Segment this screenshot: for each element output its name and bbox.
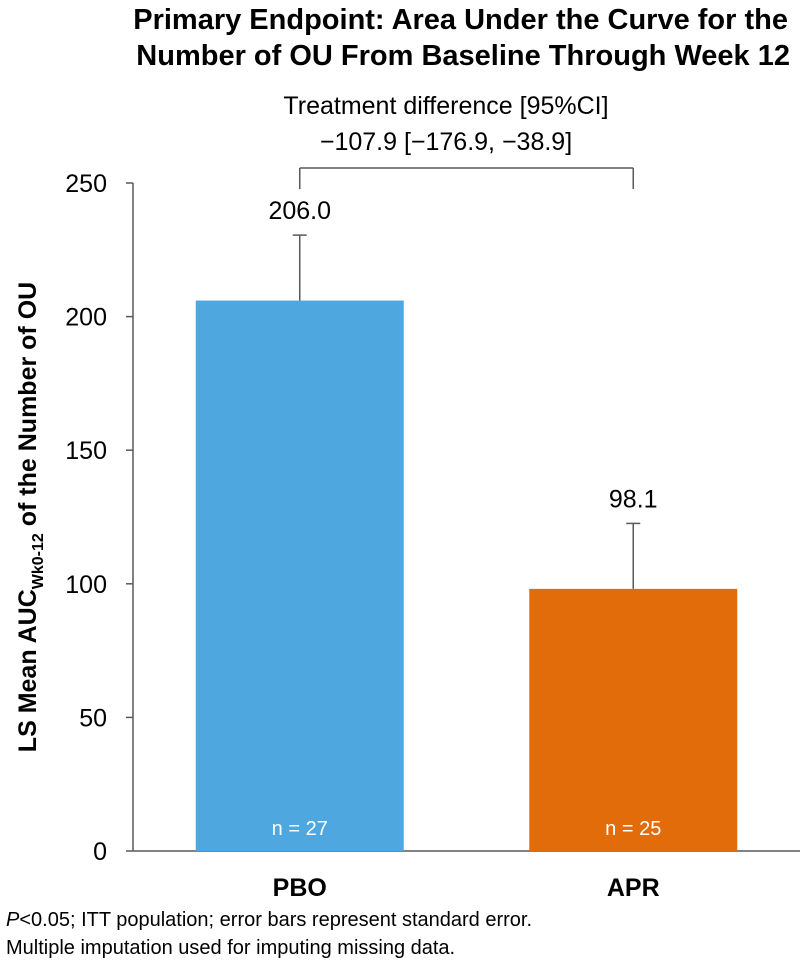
bar-chart: 0 50 100 150 200 250 206.0 n = 27 PBO 98.1 n = 25…: [14, 92, 800, 900]
x-category-label: APR: [607, 874, 660, 900]
bars: 206.0 n = 27 PBO 98.1 n = 25 APR: [195, 197, 738, 900]
y-axis-title-subscript: Wk0-12: [30, 533, 47, 589]
y-axis: 0 50 100 150 200 250: [65, 170, 800, 866]
y-axis-title: LS Mean AUCWk0-12 of the Number of OU: [14, 282, 47, 752]
comparison-label: Treatment difference [95%CI]: [283, 92, 608, 120]
y-tick-label: 250: [65, 170, 107, 198]
y-axis-title-main: LS Mean AUC: [14, 589, 42, 752]
footnote-line-1: P<0.05; ITT population; error bars repre…: [6, 906, 532, 934]
comparison-value: −107.9 [−176.9, −38.9]: [320, 128, 572, 156]
bar-n-label: n = 25: [605, 818, 661, 840]
chart-title-line-1: Primary Endpoint: Area Under the Curve f…: [133, 4, 788, 36]
y-tick-label: 0: [93, 838, 107, 866]
y-tick-label: 200: [65, 304, 107, 332]
treatment-comparison: Treatment difference [95%CI] −107.9 [−17…: [283, 92, 634, 189]
y-tick-label: 100: [65, 571, 107, 599]
y-tick-label: 150: [65, 437, 107, 465]
bar-n-label: n = 27: [272, 818, 328, 840]
y-axis-title-suffix: of the Number of OU: [14, 282, 42, 533]
x-category-label: PBO: [273, 874, 327, 900]
chart-title-line-2: Number of OU From Baseline Through Week …: [136, 40, 790, 72]
footnote-line-2: Multiple imputation used for imputing mi…: [6, 937, 456, 959]
bar-pbo: [195, 300, 404, 851]
bar-apr: [529, 588, 738, 851]
y-tick-label: 50: [79, 704, 107, 732]
chart-title: Primary Endpoint: Area Under the Curve f…: [0, 2, 800, 74]
bar-value-label: 206.0: [268, 197, 331, 225]
footnote-p-symbol: P: [6, 909, 20, 931]
footnote: P<0.05; ITT population; error bars repre…: [6, 906, 532, 962]
bar-value-label: 98.1: [609, 485, 658, 513]
footnote-line-1-rest: <0.05; ITT population; error bars repres…: [19, 909, 533, 931]
